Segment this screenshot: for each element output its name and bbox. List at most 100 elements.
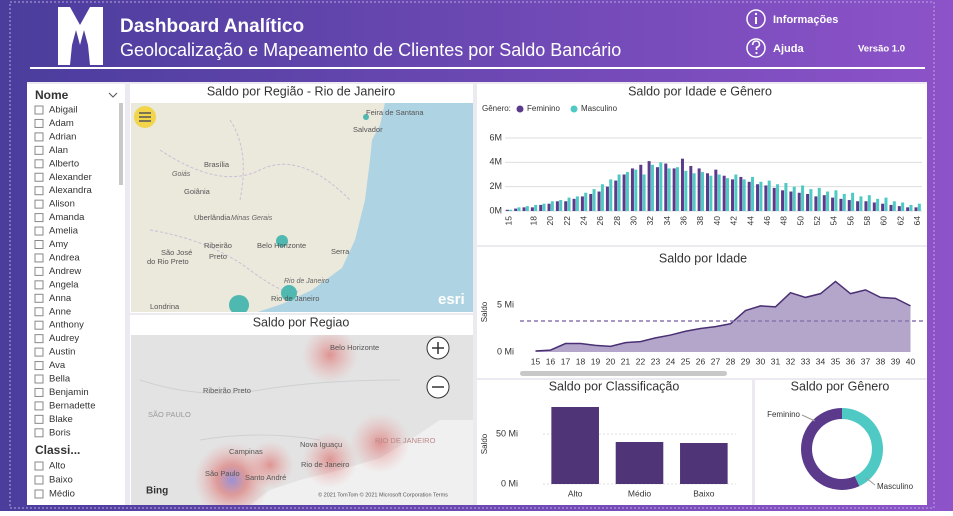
line [535,280,911,352]
y-tick-label: 5 Mi [497,299,514,309]
checkbox[interactable] [34,213,44,223]
bar [639,164,643,211]
bar [847,200,851,211]
bar [851,192,855,211]
y-tick-label: 50 Mi [496,428,518,438]
bar [600,184,604,211]
x-tick-label: 17 [561,356,571,366]
slicer-item: Audrey [49,333,79,344]
map-label: Uberlândia [194,213,231,222]
slicer-item: Bella [49,374,71,385]
donut-slice [800,408,860,491]
checkbox[interactable] [34,347,44,357]
checkbox[interactable] [34,320,44,330]
map-label: Belo Horizonte [257,241,306,250]
checkbox[interactable] [34,240,44,249]
checkbox[interactable] [34,132,44,142]
slicer-item: Adam [49,118,74,129]
x-tick-label: 30 [629,216,639,226]
slicer-item: Médio [49,489,75,500]
checkbox[interactable] [34,118,44,128]
checkbox[interactable] [34,253,44,263]
donut-slice [842,408,883,487]
bar [555,201,559,211]
checkbox[interactable] [34,387,44,397]
y-tick-label: 0 Mi [497,346,514,356]
slicer-item: Alan [49,145,68,156]
chevron[interactable] [108,92,118,98]
scrollbar[interactable] [520,371,727,376]
map-credit: © 2021 TomTom © 2021 Microsoft Corporati… [318,491,448,498]
checkbox[interactable] [34,105,44,115]
x-tick-label: 27 [711,356,721,366]
map-label: Londrina [150,302,180,311]
y-axis-title: Saldo [480,301,489,322]
map-label: Rio de Janeiro [301,460,349,469]
checkbox[interactable] [34,489,44,499]
map-label: Brasília [204,160,230,169]
version: Versão 1.0 [858,44,905,55]
checkbox[interactable] [34,401,44,411]
bar [876,198,880,211]
checkbox[interactable] [34,226,44,236]
bar [672,168,676,211]
zoom-in[interactable] [426,336,450,360]
x-tick-label: 22 [562,216,572,226]
slicer-item: Alto [49,461,65,472]
help-label[interactable]: Ajuda [773,43,804,55]
checkbox[interactable] [34,186,44,196]
map[interactable] [131,103,473,315]
info-label[interactable]: Informações [773,14,838,26]
map-label: Belo Horizonte [330,343,379,352]
checkbox[interactable] [34,293,44,303]
bar [592,189,596,211]
slicer-item: Bernadette [49,400,95,411]
bar [667,168,671,211]
bar [731,179,735,211]
x-tick-label: 24 [666,356,676,366]
bar [589,193,593,211]
checkbox[interactable] [34,361,44,371]
checkbox[interactable] [34,475,44,485]
info-button[interactable]: Informações [746,9,838,29]
x-tick-label: 58 [862,216,872,226]
bar [675,167,679,211]
checkbox[interactable] [34,266,44,276]
bar [889,204,893,211]
bar [717,174,721,211]
bar [680,158,684,211]
checkbox[interactable] [34,159,44,169]
x-tick-label: 21 [621,356,631,366]
slicer-item: Amelia [49,226,79,237]
slice-label: Masculino [877,482,914,491]
legend-marker [516,105,524,113]
bar [697,168,701,211]
bar [642,174,646,211]
bar [842,193,846,211]
help-button[interactable]: Ajuda [746,38,804,58]
scrollbar[interactable] [119,103,123,185]
map-label: Goiânia [184,187,211,196]
checkbox[interactable] [34,428,44,438]
checkbox[interactable] [34,280,44,290]
checkbox[interactable] [34,334,44,344]
bar [781,190,785,211]
map[interactable] [131,327,473,511]
checkbox[interactable] [34,172,44,182]
y-axis-title: Saldo [480,433,489,454]
bar [897,206,901,211]
bar [575,196,579,211]
bar [514,208,518,211]
bar [522,207,526,211]
checkbox[interactable] [34,307,44,317]
bar [684,170,688,211]
x-tick-label: 28 [612,216,622,226]
zoom-out[interactable] [426,375,450,399]
bar [806,193,810,211]
checkbox[interactable] [34,374,44,384]
checkbox[interactable] [34,199,44,209]
checkbox[interactable] [34,414,44,424]
x-tick-label: 25 [681,356,691,366]
checkbox[interactable] [34,145,44,155]
checkbox[interactable] [34,461,44,471]
